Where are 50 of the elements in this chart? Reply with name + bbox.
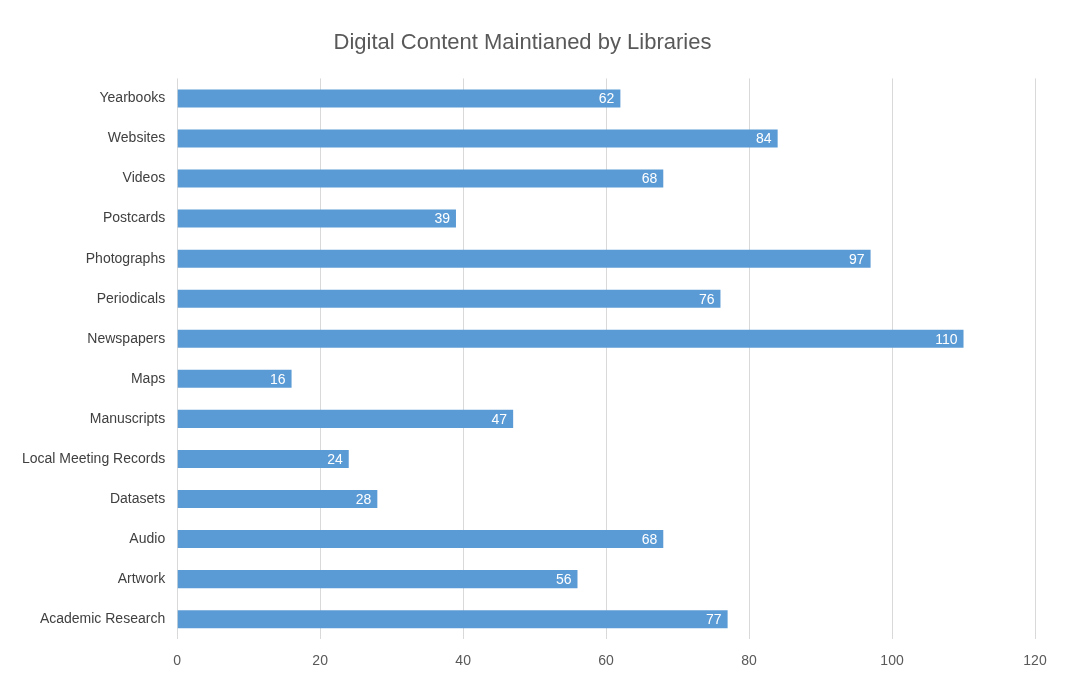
x-tick-label: 100: [880, 652, 904, 669]
data-label: 110: [935, 330, 958, 347]
bar: [177, 369, 292, 388]
bar: [177, 530, 664, 549]
bar: [177, 610, 728, 629]
bar: [177, 129, 778, 148]
bar: [177, 409, 514, 428]
bar: [177, 289, 721, 308]
data-label: 97: [849, 250, 865, 267]
y-tick-label: Websites: [107, 129, 166, 146]
bar: [177, 489, 378, 509]
data-label: 68: [641, 530, 658, 547]
x-tick-label: 0: [173, 652, 182, 669]
y-tick-label: Videos: [122, 169, 166, 186]
x-tick-label: 20: [312, 652, 329, 669]
y-tick-label: Local Meeting Records: [22, 449, 166, 466]
y-tick-label: Audio: [129, 529, 166, 546]
bar: [177, 249, 871, 268]
x-tick-label: 60: [598, 652, 615, 669]
bar: [177, 89, 621, 108]
data-label: 28: [355, 490, 372, 507]
x-tick-label: 120: [1023, 652, 1047, 669]
y-tick-label: Academic Research: [39, 610, 166, 627]
bar: [177, 449, 349, 468]
data-label: 16: [269, 370, 286, 387]
bar: [177, 169, 664, 188]
data-label: 77: [706, 611, 722, 628]
y-tick-label: Manuscripts: [89, 409, 166, 426]
y-tick-label: Artwork: [117, 569, 167, 586]
bar: [177, 329, 964, 348]
data-label: 56: [555, 570, 572, 587]
data-label: 62: [598, 90, 615, 107]
data-label: 24: [327, 450, 343, 467]
bar: [177, 209, 456, 228]
y-tick-label: Datasets: [109, 489, 166, 506]
data-label: 84: [756, 130, 772, 147]
data-label: 39: [434, 210, 451, 227]
chart-title: Digital Content Maintianed by Libraries: [333, 29, 712, 55]
y-tick-label: Yearbooks: [99, 89, 166, 106]
data-label: 76: [698, 290, 715, 307]
data-label: 68: [641, 170, 658, 187]
y-tick-label: Postcards: [102, 209, 166, 226]
x-tick-label: 80: [741, 652, 758, 669]
x-tick-label: 40: [455, 652, 472, 669]
y-tick-label: Periodicals: [96, 289, 166, 306]
y-tick-label: Photographs: [85, 249, 166, 266]
y-tick-label: Maps: [130, 369, 166, 386]
data-label: 47: [491, 410, 508, 427]
bar: [177, 570, 578, 589]
y-tick-label: Newspapers: [87, 329, 166, 346]
